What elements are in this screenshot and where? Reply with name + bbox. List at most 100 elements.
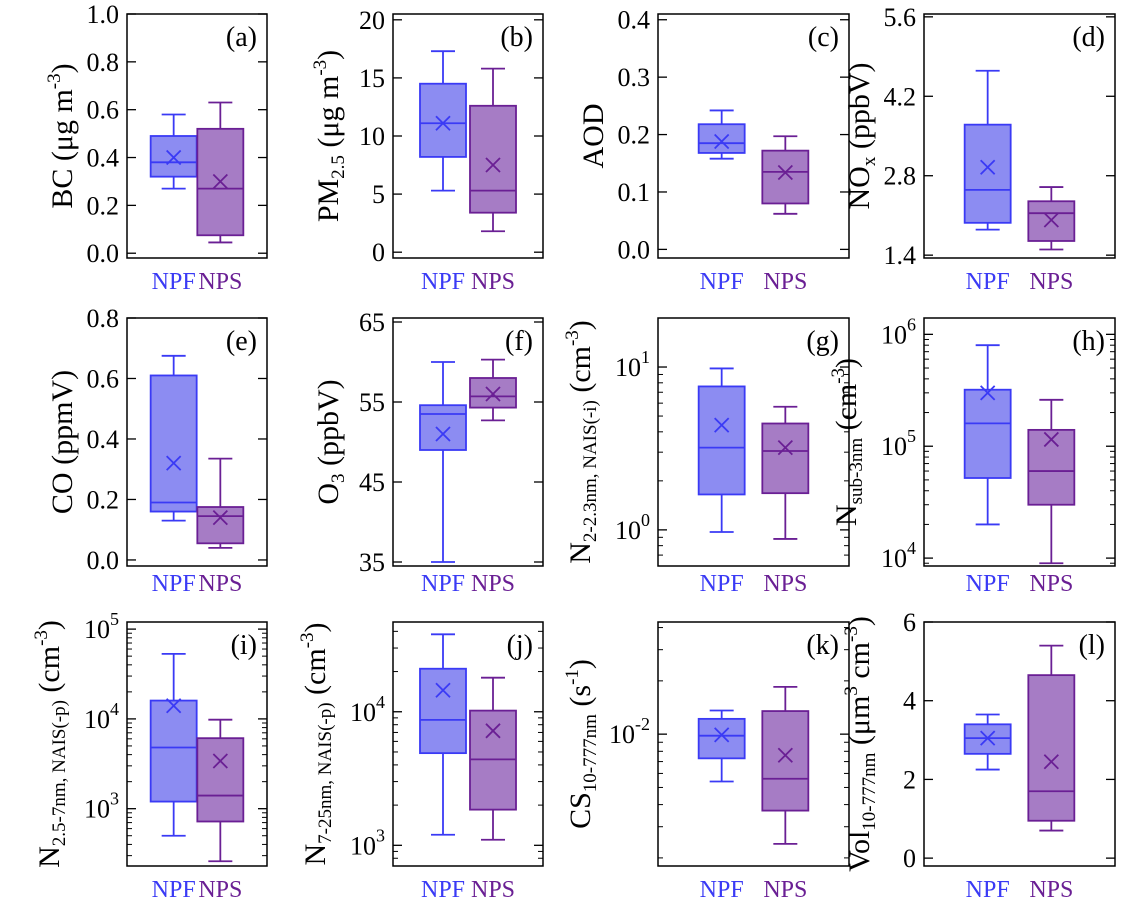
box-npf — [419, 633, 467, 836]
mean-marker — [166, 698, 182, 714]
y-axis-label: N7-25nm, NAIS(-p) (cm-3) — [297, 622, 336, 865]
mean-marker — [1043, 431, 1059, 448]
box-iqr — [149, 374, 198, 513]
category-label: NPS — [198, 269, 242, 295]
category-label: NPF — [152, 269, 196, 295]
category-label: NPS — [763, 269, 807, 295]
y-tick-label: 0.0 — [618, 235, 651, 264]
box-iqr — [963, 388, 1012, 479]
y-tick-label: 15 — [359, 64, 385, 93]
plot-frame — [657, 317, 850, 567]
category-label: NPS — [198, 571, 242, 597]
y-tick-label: 10-2 — [609, 714, 650, 749]
panel-e: 0.0 0.2 0.4 0.6 0.8 (e) CO (ppmV) NPF NPS — [46, 304, 268, 597]
y-tick-label: 45 — [359, 468, 385, 497]
category-label: NPS — [471, 269, 515, 295]
y-tick-label: 0.8 — [87, 48, 120, 77]
y-tick-label: 0.6 — [87, 364, 120, 393]
panel-label: (e) — [226, 326, 257, 357]
box-npf — [963, 69, 1012, 231]
y-tick-label: 106 — [881, 314, 916, 349]
panel-g: 100 101 (g) N2-2.3nm, NAIS(-i) (cm-3) NPF NPS — [562, 317, 850, 597]
y-axis-label: Vol10-777nm (μm3 cm-3) — [841, 616, 880, 872]
box-iqr — [761, 422, 810, 495]
panel-label: (g) — [806, 326, 839, 357]
box-npf — [419, 361, 467, 563]
y-tick-label: 0.6 — [87, 96, 120, 125]
panel-label: (d) — [1072, 22, 1105, 53]
panel-d: 1.4 2.8 4.2 5.6 (d) NOx (ppbV) NPF NPS — [843, 3, 1116, 295]
mean-marker — [485, 157, 501, 173]
category-label: NPF — [966, 571, 1010, 597]
box-iqr — [149, 699, 198, 803]
panel-label: (h) — [1072, 326, 1105, 357]
category-label: NPF — [700, 571, 744, 597]
box-iqr — [419, 667, 467, 755]
y-tick-label: 105 — [84, 609, 119, 644]
category-label: NPF — [152, 877, 196, 901]
y-tick-label: 0 — [903, 844, 916, 873]
box-npf — [149, 354, 198, 522]
plot-frame — [657, 13, 850, 259]
panel-label: (k) — [806, 630, 839, 661]
y-tick-label: 35 — [359, 548, 385, 577]
y-tick-label: 4.2 — [884, 82, 917, 111]
box-npf — [697, 709, 746, 783]
plot-frame — [923, 621, 1116, 867]
panel-label: (f) — [505, 326, 533, 357]
mean-marker — [777, 164, 793, 181]
y-tick-label: 2 — [903, 765, 916, 794]
plot-frame — [392, 317, 544, 567]
mean-marker — [435, 682, 451, 698]
plot-frame — [657, 621, 850, 867]
plot-frame — [923, 13, 1116, 259]
mean-marker — [777, 747, 793, 763]
y-tick-label: 65 — [359, 308, 385, 337]
category-label: NPS — [471, 571, 515, 597]
panel-f: 35 45 55 65 (f) O3 (ppbV) NPF NPS — [312, 308, 544, 597]
box-iqr — [196, 737, 245, 823]
panel-l: 0 2 4 6 (l) Vol10-777nm (μm3 cm-3) NPF NPS — [841, 608, 1116, 901]
category-label: NPS — [471, 877, 515, 901]
box-iqr — [697, 385, 746, 496]
y-axis-label: CO (ppmV) — [46, 370, 79, 514]
y-tick-label: 104 — [881, 538, 916, 573]
box-nps — [469, 676, 517, 841]
panel-label: (i) — [231, 630, 257, 661]
category-label: NPS — [198, 877, 242, 901]
category-label: NPS — [763, 877, 807, 901]
y-tick-label: 0.4 — [87, 425, 120, 454]
mean-marker — [212, 173, 228, 190]
mean-marker — [714, 727, 730, 743]
category-label: NPF — [152, 571, 196, 597]
mean-marker — [485, 723, 501, 739]
y-tick-label: 0 — [372, 238, 385, 267]
box-nps — [196, 718, 245, 863]
y-axis-label: NOx (ppbV) — [843, 63, 880, 210]
panel-label: (j) — [507, 630, 533, 661]
mean-marker — [1043, 212, 1059, 228]
box-npf — [149, 113, 198, 190]
box-nps — [761, 685, 810, 845]
box-iqr — [697, 717, 746, 760]
y-tick-label: 104 — [84, 699, 119, 734]
box-iqr — [1027, 428, 1076, 506]
y-tick-label: 0.1 — [618, 178, 651, 207]
y-tick-label: 1.4 — [884, 241, 917, 270]
y-tick-label: 5.6 — [884, 3, 917, 32]
box-iqr — [419, 404, 467, 451]
category-label: NPF — [700, 877, 744, 901]
plot-frame — [126, 317, 268, 567]
y-tick-label: 10 — [359, 122, 385, 151]
plot-frame — [392, 621, 544, 867]
panel-label: (b) — [500, 22, 533, 53]
box-npf — [697, 367, 746, 533]
category-label: NPF — [966, 877, 1010, 901]
y-tick-label: 101 — [615, 347, 650, 382]
box-npf — [149, 652, 198, 837]
box-iqr — [196, 506, 245, 545]
category-label: NPS — [1029, 571, 1073, 597]
mean-marker — [435, 115, 451, 131]
mean-marker — [980, 159, 996, 175]
y-tick-label: 5 — [372, 180, 385, 209]
